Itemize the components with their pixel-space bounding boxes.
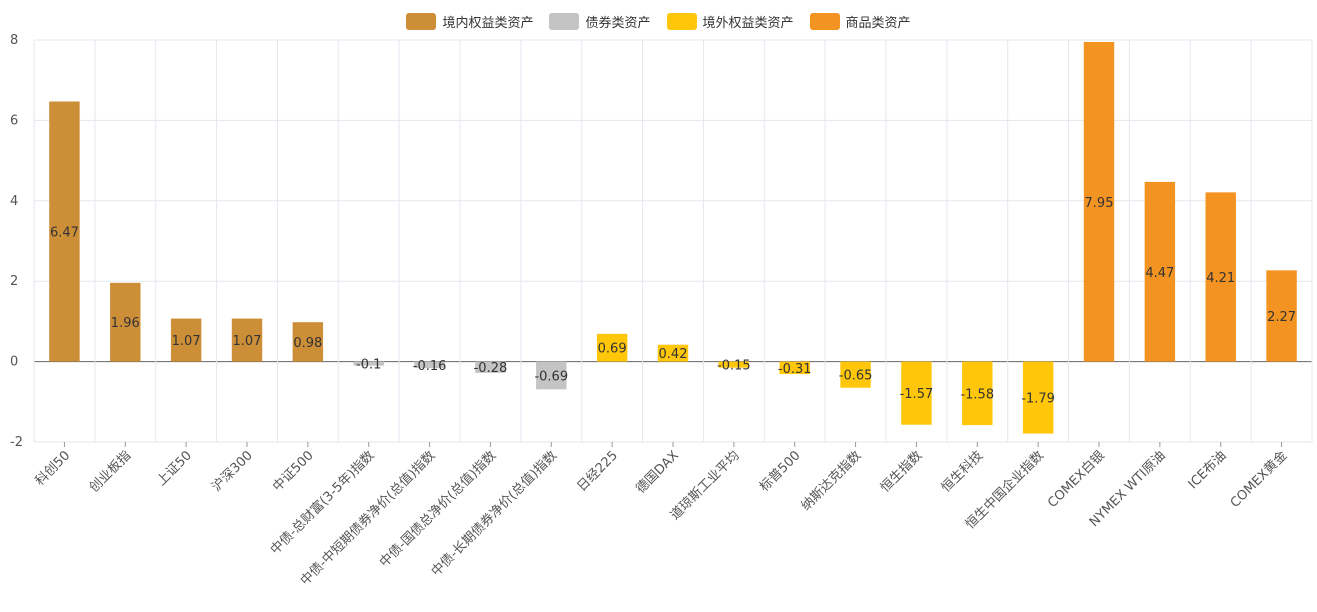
bar-value-label: -0.1 — [356, 358, 381, 373]
legend-label: 债券类资产 — [585, 16, 651, 31]
legend-label: 境外权益类资产 — [702, 16, 794, 31]
bar-value-label: -0.65 — [839, 369, 873, 384]
y-tick-label: 0 — [10, 355, 18, 370]
bar-value-label: -0.15 — [717, 359, 751, 374]
bar — [1266, 270, 1297, 362]
bar — [779, 361, 810, 375]
x-tick-label: 沪深300 — [209, 448, 256, 495]
bar — [1205, 192, 1236, 362]
x-tick-label: 日经225 — [574, 448, 621, 495]
bar-value-label: 0.69 — [598, 342, 627, 357]
bar — [718, 361, 750, 368]
x-tick-label: 中债-国债总净价(总值)指数 — [376, 448, 499, 571]
bar — [1083, 42, 1115, 362]
y-tick-label: -2 — [10, 435, 23, 450]
x-tick-label: 科创50 — [33, 448, 74, 489]
x-tick-label: ICE布油 — [1186, 448, 1230, 492]
y-tick-label: 6 — [10, 113, 18, 128]
bar — [414, 361, 445, 369]
y-tick-label: 2 — [10, 274, 18, 289]
legend-label: 境内权益类资产 — [442, 16, 534, 31]
bar — [901, 361, 932, 425]
x-tick-label: COMEX白银 — [1044, 448, 1107, 511]
x-tick-label: 恒生科技 — [939, 448, 986, 495]
bar — [536, 361, 567, 390]
x-tick-label: 纳斯达克指数 — [799, 448, 865, 514]
bar-value-label: 2.27 — [1267, 310, 1296, 325]
bar-value-label: 1.96 — [111, 316, 140, 331]
bar — [840, 361, 871, 388]
bar-value-label: -1.79 — [1021, 392, 1055, 407]
bar — [1144, 181, 1176, 362]
legend-swatch-foreign-equity — [666, 13, 697, 30]
x-tick-label: 创业板指 — [87, 448, 134, 495]
bar — [596, 333, 628, 362]
bar-value-label: -1.58 — [960, 387, 994, 402]
y-tick-label: 4 — [10, 194, 18, 209]
y-tick-label: 8 — [10, 33, 18, 48]
x-tick-label: 中债-长期债券净价(总值)指数 — [428, 448, 560, 580]
bar-value-label: 1.07 — [233, 334, 262, 349]
x-tick-label: 恒生指数 — [878, 448, 925, 495]
bar — [110, 282, 141, 362]
bar-value-label: 6.47 — [50, 226, 79, 241]
legend-label: 商品类资产 — [845, 16, 911, 31]
bar — [1022, 361, 1054, 434]
legend-item-domestic-equity[interactable]: 境内权益类资产 — [406, 12, 533, 31]
bar-value-label: 1.07 — [172, 334, 201, 349]
x-tick-label: 标普500 — [757, 448, 804, 495]
bar-value-label: -0.31 — [778, 362, 812, 377]
bar — [475, 361, 506, 373]
bar — [231, 318, 263, 362]
bar-value-label: 0.42 — [659, 347, 688, 362]
bar-value-label: -0.69 — [534, 369, 568, 384]
bar-value-label: -0.16 — [413, 359, 447, 374]
bar-value-label: 0.98 — [293, 336, 322, 351]
x-tick-label: 中债-总财富(3-5年)指数 — [267, 448, 377, 558]
bar — [962, 361, 993, 426]
x-tick-label: 中债-中短期债券净价(总值)指数 — [297, 448, 438, 589]
bar — [170, 318, 202, 362]
bar-value-label: 4.21 — [1206, 271, 1235, 286]
bar-value-label: -1.57 — [900, 387, 934, 402]
legend-swatch-domestic-equity — [406, 13, 437, 30]
bar — [353, 361, 384, 366]
legend-item-foreign-equity[interactable]: 境外权益类资产 — [666, 12, 794, 31]
x-tick-label: COMEX黄金 — [1227, 448, 1290, 511]
bar-value-label: 7.95 — [1085, 196, 1114, 211]
bar — [657, 344, 689, 362]
bar-value-label: -0.28 — [474, 361, 508, 376]
bar — [292, 322, 324, 362]
bar — [49, 101, 80, 362]
legend-item-commodity[interactable]: 商品类资产 — [809, 12, 911, 31]
x-tick-label: 中证500 — [270, 448, 317, 495]
legend-swatch-commodity — [809, 13, 840, 30]
legend: 境内权益类资产 债券类资产 境外权益类资产 商品类资产 — [0, 12, 1317, 31]
legend-swatch-bond — [549, 13, 580, 30]
x-tick-label: 上证50 — [154, 448, 195, 489]
x-tick-label: 德国DAX — [633, 448, 682, 497]
bar-value-label: 4.47 — [1145, 266, 1174, 281]
legend-item-bond[interactable]: 债券类资产 — [549, 12, 651, 31]
